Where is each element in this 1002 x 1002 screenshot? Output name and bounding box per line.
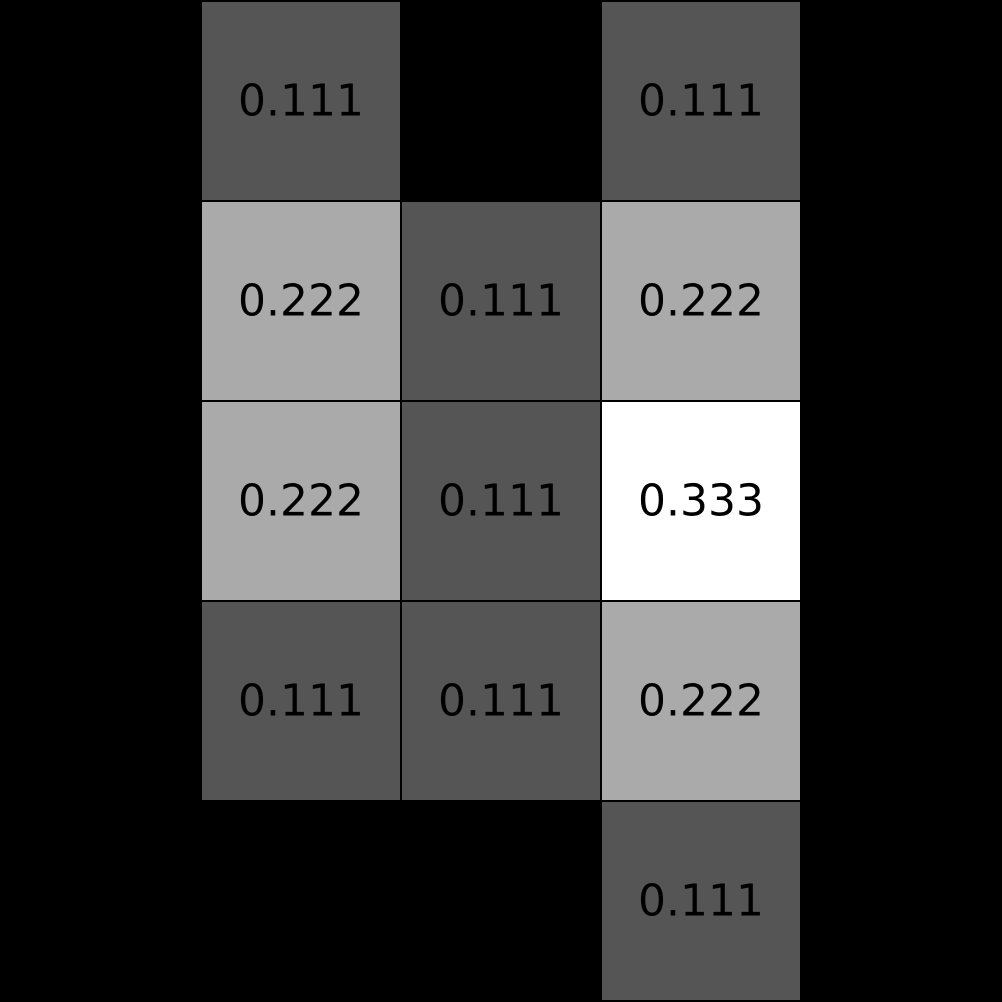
heatmap-cell-label: 0.111 (238, 676, 364, 727)
heatmap-cell-label: 0.111 (638, 876, 764, 927)
heatmap-cell-fill (200, 600, 402, 802)
heatmap-cell: 0.111 (600, 800, 802, 1002)
heatmap-cell-label: 0.111 (238, 76, 364, 127)
heatmap-cell-fill (600, 800, 802, 1002)
heatmap-cell-fill (200, 0, 402, 202)
heatmap-cell-label: 0.111 (438, 676, 564, 727)
heatmap-cell: 0.222 (600, 200, 802, 402)
heatmap-cell-label: 0.111 (638, 76, 764, 127)
heatmap-cell-fill (400, 200, 602, 402)
heatmap-cell-label: 0.111 (438, 276, 564, 327)
heatmap-cell: 0.111 (600, 0, 802, 202)
heatmap-cells: 0.111 0.111 0.222 0.111 0.222 0.222 0.111 0.333… (200, 0, 802, 1002)
heatmap-cell-label: 0.222 (238, 276, 364, 327)
heatmap-cell: 0.111 (400, 200, 602, 402)
heatmap-cell: 0.111 (200, 600, 402, 802)
heatmap-cell-label: 0.333 (638, 476, 764, 527)
heatmap-cell: 0.111 (200, 0, 402, 202)
heatmap-cell-label: 0.111 (438, 476, 564, 527)
heatmap-cell: 0.222 (200, 400, 402, 602)
heatmap-cell-fill (400, 600, 602, 802)
heatmap-cell: 0.111 (400, 400, 602, 602)
heatmap-cell-label: 0.222 (638, 676, 764, 727)
heatmap-cell: 0.111 (400, 600, 602, 802)
heatmap-cell: 0.222 (200, 200, 402, 402)
heatmap-cell-fill (200, 400, 402, 602)
heatmap-cell-label: 0.222 (638, 276, 764, 327)
heatmap-cell: 0.333 (600, 400, 802, 602)
heatmap-cell-fill (600, 400, 802, 602)
heatmap-cell-fill (600, 600, 802, 802)
heatmap-cell: 0.222 (600, 600, 802, 802)
heatmap-cell-fill (600, 0, 802, 202)
heatmap-cell-label: 0.222 (238, 476, 364, 527)
